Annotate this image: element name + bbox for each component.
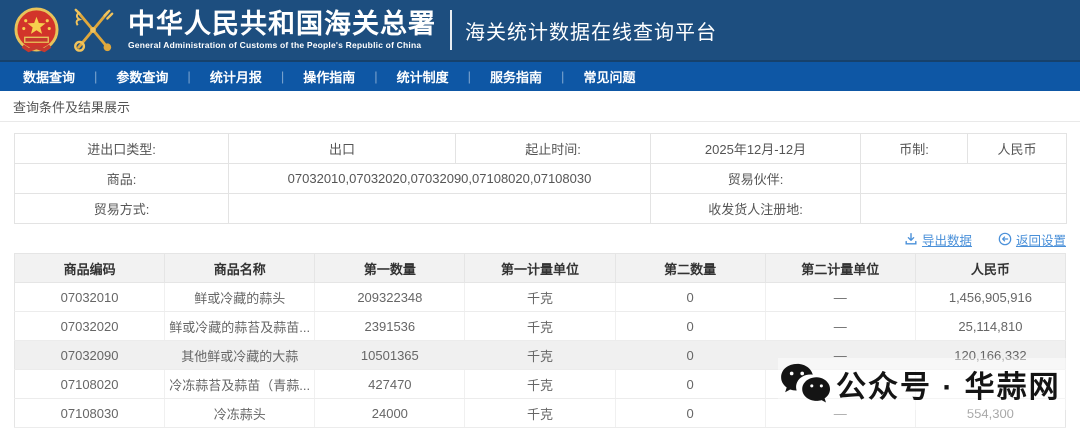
national-emblem-icon <box>14 6 59 52</box>
time-range-value: 2025年12月-12月 <box>650 133 861 164</box>
table-row: 07108030 冷冻蒜头 24000 千克 0 — 554,300 <box>13 398 1067 428</box>
col-header-code: 商品编码 <box>13 253 166 283</box>
cell-qty1: 427470 <box>314 369 465 399</box>
time-range-label: 起止时间: <box>455 133 651 164</box>
cell-code: 07108020 <box>13 369 165 399</box>
cell-code: 07032020 <box>13 311 165 341</box>
export-data-label: 导出数据 <box>921 233 972 248</box>
cell-unit2: — <box>764 311 916 341</box>
cell-unit1: 千克 <box>464 369 616 399</box>
cell-unit1: 千克 <box>464 282 616 312</box>
nav-item-param-query[interactable]: 参数查询 <box>116 70 169 85</box>
cell-qty2: 0 <box>614 398 766 428</box>
currency-label: 币制: <box>860 133 968 164</box>
commodity-label: 商品: <box>14 163 229 194</box>
cell-rmb: 25,114,810 <box>914 311 1067 341</box>
trade-partner-label: 贸易伙伴: <box>650 163 861 194</box>
nav-separator: | <box>187 69 191 84</box>
col-header-qty2: 第二数量 <box>614 253 766 283</box>
cell-qty1: 2391536 <box>314 311 465 341</box>
cell-unit2 <box>764 369 916 399</box>
org-title-block: 中华人民共和国海关总署 General Administration of Cu… <box>128 10 436 50</box>
cell-unit2: — <box>764 340 916 370</box>
main-nav: 数据查询 | 参数查询 | 统计月报 | 操作指南 | 统计制度 | 服务指南 … <box>0 62 1080 91</box>
table-row: 07108020 冷冻蒜苔及蒜苗（青蒜... 427470 千克 0 <box>13 369 1067 399</box>
currency-value: 人民币 <box>967 133 1067 164</box>
org-name-en: General Administration of Customs of the… <box>128 40 422 50</box>
nav-item-statistics-system[interactable]: 统计制度 <box>396 70 449 85</box>
cell-qty2: 0 <box>614 340 766 370</box>
back-to-settings-label: 返回设置 <box>1015 233 1066 248</box>
platform-title: 海关统计数据在线查询平台 <box>465 21 717 44</box>
customs-emblem-icon <box>74 8 114 52</box>
results-header-row: 商品编码 商品名称 第一数量 第一计量单位 第二数量 第二计量单位 人民币 <box>13 253 1067 283</box>
conditions-row: 商品: 07032010,07032020,07032090,07108020,… <box>14 163 1067 194</box>
nav-item-data-query[interactable]: 数据查询 <box>23 70 76 85</box>
cell-qty1: 10501365 <box>314 340 465 370</box>
trade-partner-value <box>860 163 1067 194</box>
cell-code: 07032090 <box>13 340 165 370</box>
cell-qty2: 0 <box>614 311 766 341</box>
col-header-unit2: 第二计量单位 <box>764 253 916 283</box>
cell-name: 鲜或冷藏的蒜头 <box>164 282 315 312</box>
cell-name: 其他鲜或冷藏的大蒜 <box>164 340 315 370</box>
results-table: 商品编码 商品名称 第一数量 第一计量单位 第二数量 第二计量单位 人民币 07… <box>13 253 1067 428</box>
nav-item-operation-guide[interactable]: 操作指南 <box>303 70 356 85</box>
col-header-name: 商品名称 <box>164 253 316 283</box>
nav-separator: | <box>94 69 98 84</box>
cell-qty1: 24000 <box>314 398 465 428</box>
cell-rmb <box>914 369 1067 399</box>
import-export-type-value: 出口 <box>228 133 456 164</box>
cell-unit1: 千克 <box>464 340 616 370</box>
cell-rmb: 554,300 <box>914 398 1067 428</box>
nav-item-monthly-report[interactable]: 统计月报 <box>209 70 262 85</box>
cell-rmb: 1,456,905,916 <box>914 282 1067 312</box>
nav-separator: | <box>280 69 285 84</box>
org-name: 中华人民共和国海关总署 <box>128 9 436 39</box>
conditions-row: 进出口类型: 出口 起止时间: 2025年12月-12月 币制: 人民币 <box>14 133 1067 164</box>
app-header: 中华人民共和国海关总署 General Administration of Cu… <box>0 0 1080 62</box>
table-actions: 导出数据 返回设置 <box>0 227 1066 251</box>
col-header-rmb: 人民币 <box>914 253 1067 283</box>
section-title: 查询条件及结果展示 <box>0 91 1080 122</box>
cell-code: 07032010 <box>13 282 165 312</box>
col-header-qty1: 第一数量 <box>314 253 466 283</box>
cell-qty1: 209322348 <box>314 282 465 312</box>
header-divider <box>450 10 452 50</box>
cell-name: 鲜或冷藏的蒜苔及蒜苗... <box>164 311 315 341</box>
nav-item-service-guide[interactable]: 服务指南 <box>490 70 543 85</box>
cell-qty2: 0 <box>614 282 766 312</box>
nav-separator: | <box>467 69 472 84</box>
registration-place-value <box>860 193 1067 224</box>
nav-separator: | <box>561 69 565 84</box>
cell-code: 07108030 <box>13 398 165 428</box>
import-export-type-label: 进出口类型: <box>14 133 229 164</box>
cell-name: 冷冻蒜头 <box>164 398 315 428</box>
nav-separator: | <box>374 69 378 84</box>
table-row-highlighted: 07032090 其他鲜或冷藏的大蒜 10501365 千克 0 — 120,1… <box>13 340 1067 370</box>
export-data-button[interactable]: 导出数据 <box>904 230 972 249</box>
cell-unit2: — <box>764 398 916 428</box>
cell-unit1: 千克 <box>464 398 616 428</box>
trade-mode-label: 贸易方式: <box>14 193 229 224</box>
back-arrow-icon <box>998 232 1012 246</box>
cell-qty2: 0 <box>614 369 766 399</box>
conditions-row: 贸易方式: 收发货人注册地: <box>14 193 1067 224</box>
col-header-unit1: 第一计量单位 <box>464 253 616 283</box>
table-row: 07032020 鲜或冷藏的蒜苔及蒜苗... 2391536 千克 0 — 25… <box>13 311 1067 341</box>
download-icon <box>905 233 917 245</box>
back-to-settings-button[interactable]: 返回设置 <box>998 230 1066 249</box>
table-row: 07032010 鲜或冷藏的蒜头 209322348 千克 0 — 1,456,… <box>13 282 1067 312</box>
cell-rmb: 120,166,332 <box>914 340 1067 370</box>
cell-unit2: — <box>764 282 916 312</box>
nav-item-faq[interactable]: 常见问题 <box>583 70 636 85</box>
query-conditions-table: 进出口类型: 出口 起止时间: 2025年12月-12月 币制: 人民币 商品:… <box>14 133 1067 224</box>
trade-mode-value <box>228 193 651 224</box>
registration-place-label: 收发货人注册地: <box>650 193 861 224</box>
commodity-value: 07032010,07032020,07032090,07108020,0710… <box>228 163 651 194</box>
cell-unit1: 千克 <box>464 311 616 341</box>
cell-name: 冷冻蒜苔及蒜苗（青蒜... <box>164 369 315 399</box>
